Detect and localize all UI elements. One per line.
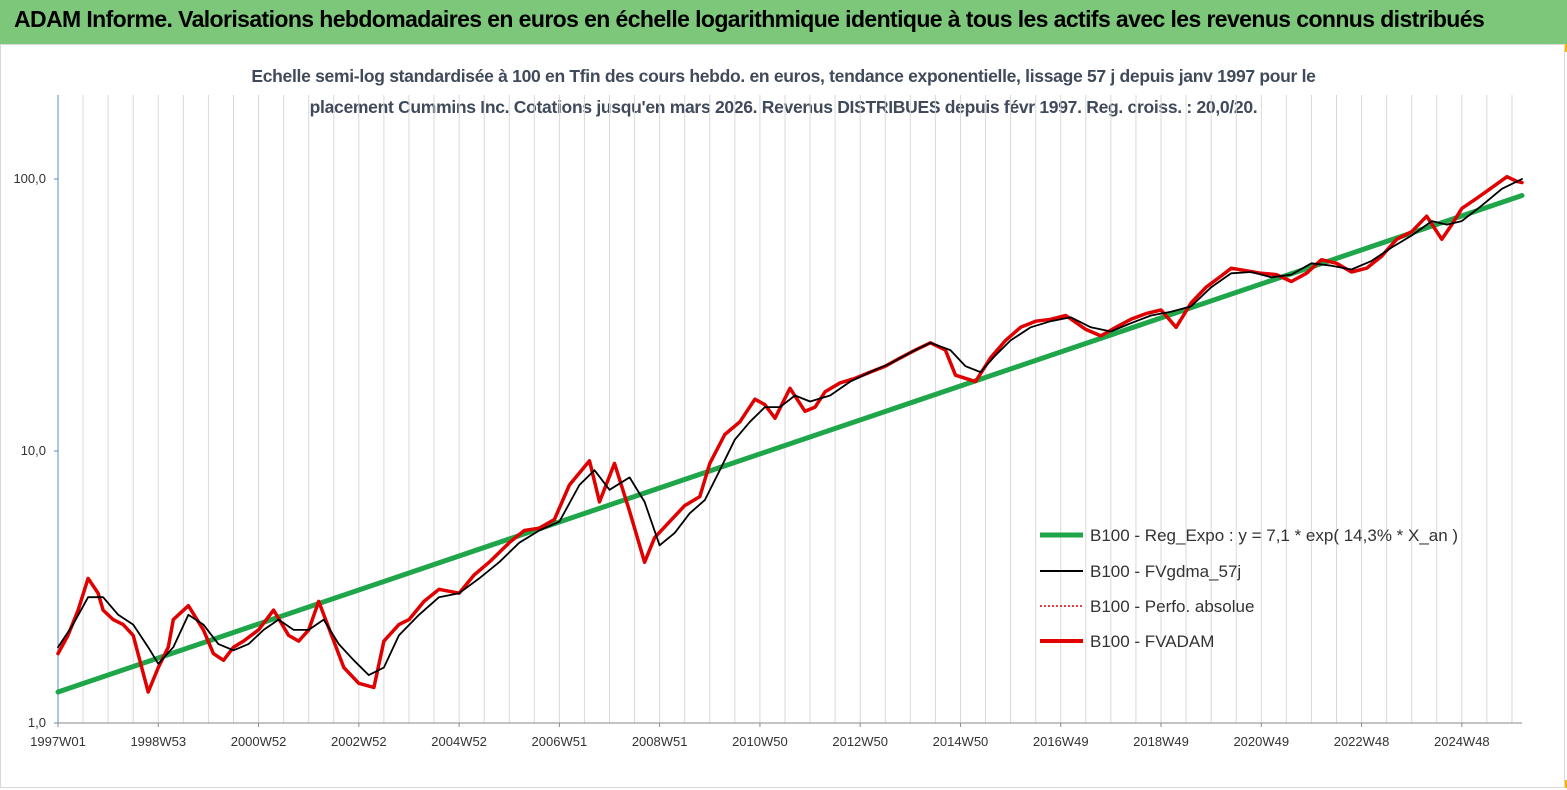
x-tick-label: 2012W50: [832, 734, 888, 749]
series-reg-expo-line: [55, 193, 1525, 695]
chart-subtitle-line-2: placement Cummins Inc. Cotations jusqu'e…: [309, 97, 1258, 117]
x-tick-label: 2004W52: [431, 734, 487, 749]
series-fvgdma-line: [57, 178, 1523, 676]
legend-layer: B100 - Reg_Expo : y = 7,1 * exp( 14,3% *…: [1040, 526, 1458, 651]
x-tick-label: 2006W51: [532, 734, 588, 749]
grid-layer: [82, 95, 1513, 723]
y-tick-label: 1,0: [28, 715, 46, 730]
chart-subtitle-line-1: Echelle semi-log standardisée à 100 en T…: [251, 66, 1316, 86]
x-tick-label: 2020W49: [1233, 734, 1289, 749]
x-tick-label: 2022W48: [1334, 734, 1390, 749]
x-tick-label: 2016W49: [1033, 734, 1089, 749]
x-tick-label: 2000W52: [231, 734, 287, 749]
y-tick-label: 10,0: [21, 443, 46, 458]
header-bar: ADAM Informe. Valorisations hebdomadaire…: [0, 0, 1567, 45]
x-tick-label: 2002W52: [331, 734, 387, 749]
axis-layer: 1,0 10,0 100,0 1997W01 1998W53 2000W52 2002W52…: [13, 95, 1522, 749]
chart-frame: [0, 44, 1565, 788]
page-title: ADAM Informe. Valorisations hebdomadaire…: [14, 6, 1485, 32]
legend-label: B100 - Perfo. absolue: [1090, 597, 1254, 616]
legend-label: B100 - Reg_Expo : y = 7,1 * exp( 14,3% *…: [1090, 526, 1458, 545]
x-tick-label: 2018W49: [1133, 734, 1189, 749]
x-tick-label: 1998W53: [130, 734, 186, 749]
legend-label: B100 - FVADAM: [1090, 632, 1214, 651]
x-tick-label: 2008W51: [632, 734, 688, 749]
x-tick-label: 2014W50: [933, 734, 989, 749]
x-tick-label: 1997W01: [30, 734, 86, 749]
y-tick-label: 100,0: [13, 171, 46, 186]
x-tick-label: 2024W48: [1434, 734, 1490, 749]
series-layer: [55, 174, 1525, 695]
legend-label: B100 - FVgdma_57j: [1090, 562, 1241, 581]
x-tick-label: 2010W50: [732, 734, 788, 749]
series-fvadam-line: [56, 174, 1524, 694]
